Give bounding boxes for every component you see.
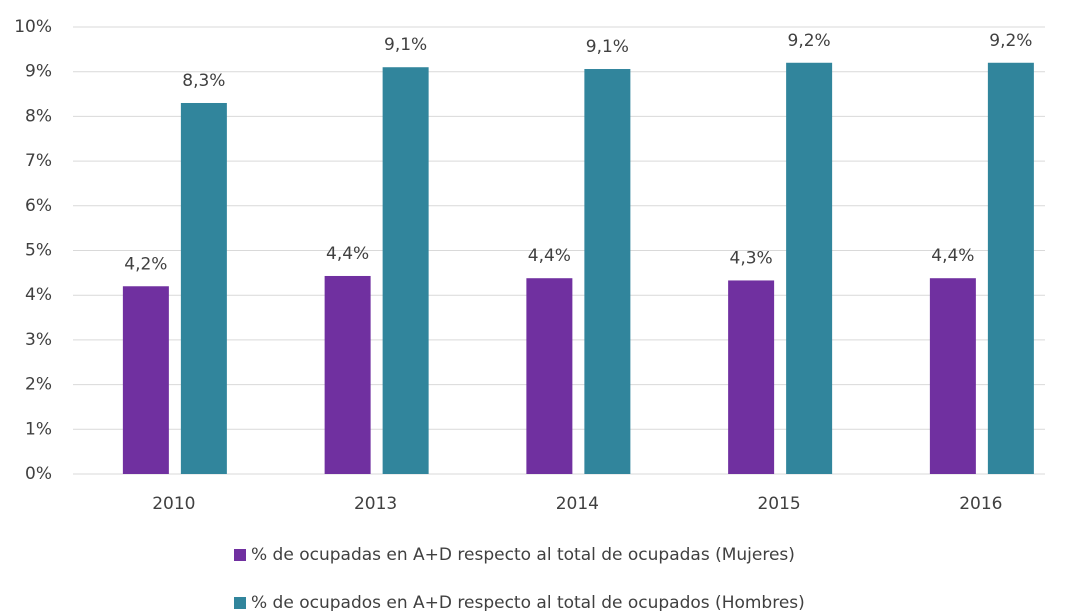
data-label: 9,1% (586, 37, 629, 57)
bar (180, 102, 227, 475)
data-label: 4,4% (528, 246, 571, 266)
y-tick-label: 9% (25, 62, 52, 82)
data-label: 4,4% (931, 246, 974, 266)
data-label: 8,3% (182, 71, 225, 91)
data-label: 9,2% (788, 31, 831, 51)
bar (122, 286, 169, 474)
bar (584, 69, 631, 474)
x-tick-label: 2015 (757, 494, 800, 514)
bar (324, 275, 371, 474)
bar (728, 280, 775, 474)
y-tick-label: 2% (25, 375, 52, 395)
x-tick-label: 2014 (556, 494, 599, 514)
data-label: 4,3% (730, 248, 773, 268)
y-tick-label: 3% (25, 330, 52, 350)
y-tick-label: 10% (14, 17, 52, 37)
y-tick-label: 0% (25, 464, 52, 484)
y-tick-label: 1% (25, 419, 52, 439)
x-tick-label: 2010 (152, 494, 195, 514)
bar (382, 67, 429, 474)
y-tick-label: 5% (25, 241, 52, 261)
legend-label: % de ocupados en A+D respecto al total d… (251, 593, 805, 611)
bar (526, 278, 573, 474)
y-tick-label: 7% (25, 151, 52, 171)
y-tick-label: 6% (25, 196, 52, 216)
data-label: 9,2% (989, 31, 1032, 51)
legend-swatch (234, 549, 246, 561)
x-tick-label: 2013 (354, 494, 397, 514)
data-label: 9,1% (384, 35, 427, 55)
bar (987, 62, 1034, 474)
y-tick-label: 8% (25, 106, 52, 126)
legend-swatch (234, 597, 246, 609)
data-label: 4,4% (326, 244, 369, 264)
x-tick-label: 2016 (959, 494, 1002, 514)
y-tick-label: 4% (25, 285, 52, 305)
bar (786, 62, 833, 474)
legend-label: % de ocupadas en A+D respecto al total d… (251, 545, 795, 565)
data-label: 4,2% (124, 254, 167, 274)
bar (929, 278, 976, 474)
